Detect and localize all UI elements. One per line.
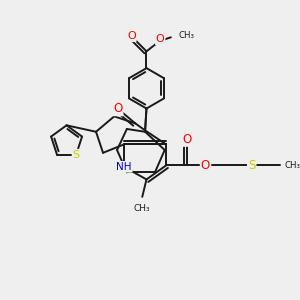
Text: CH₃: CH₃ bbox=[179, 32, 195, 40]
Text: NH: NH bbox=[116, 162, 132, 172]
Text: CH₃: CH₃ bbox=[134, 204, 151, 213]
Text: O: O bbox=[127, 31, 136, 41]
Text: O: O bbox=[201, 159, 210, 172]
Text: S: S bbox=[248, 159, 255, 172]
Text: O: O bbox=[156, 34, 165, 44]
Text: CH₃: CH₃ bbox=[285, 161, 300, 170]
Text: O: O bbox=[113, 102, 122, 115]
Text: O: O bbox=[182, 133, 192, 146]
Text: S: S bbox=[73, 150, 80, 160]
